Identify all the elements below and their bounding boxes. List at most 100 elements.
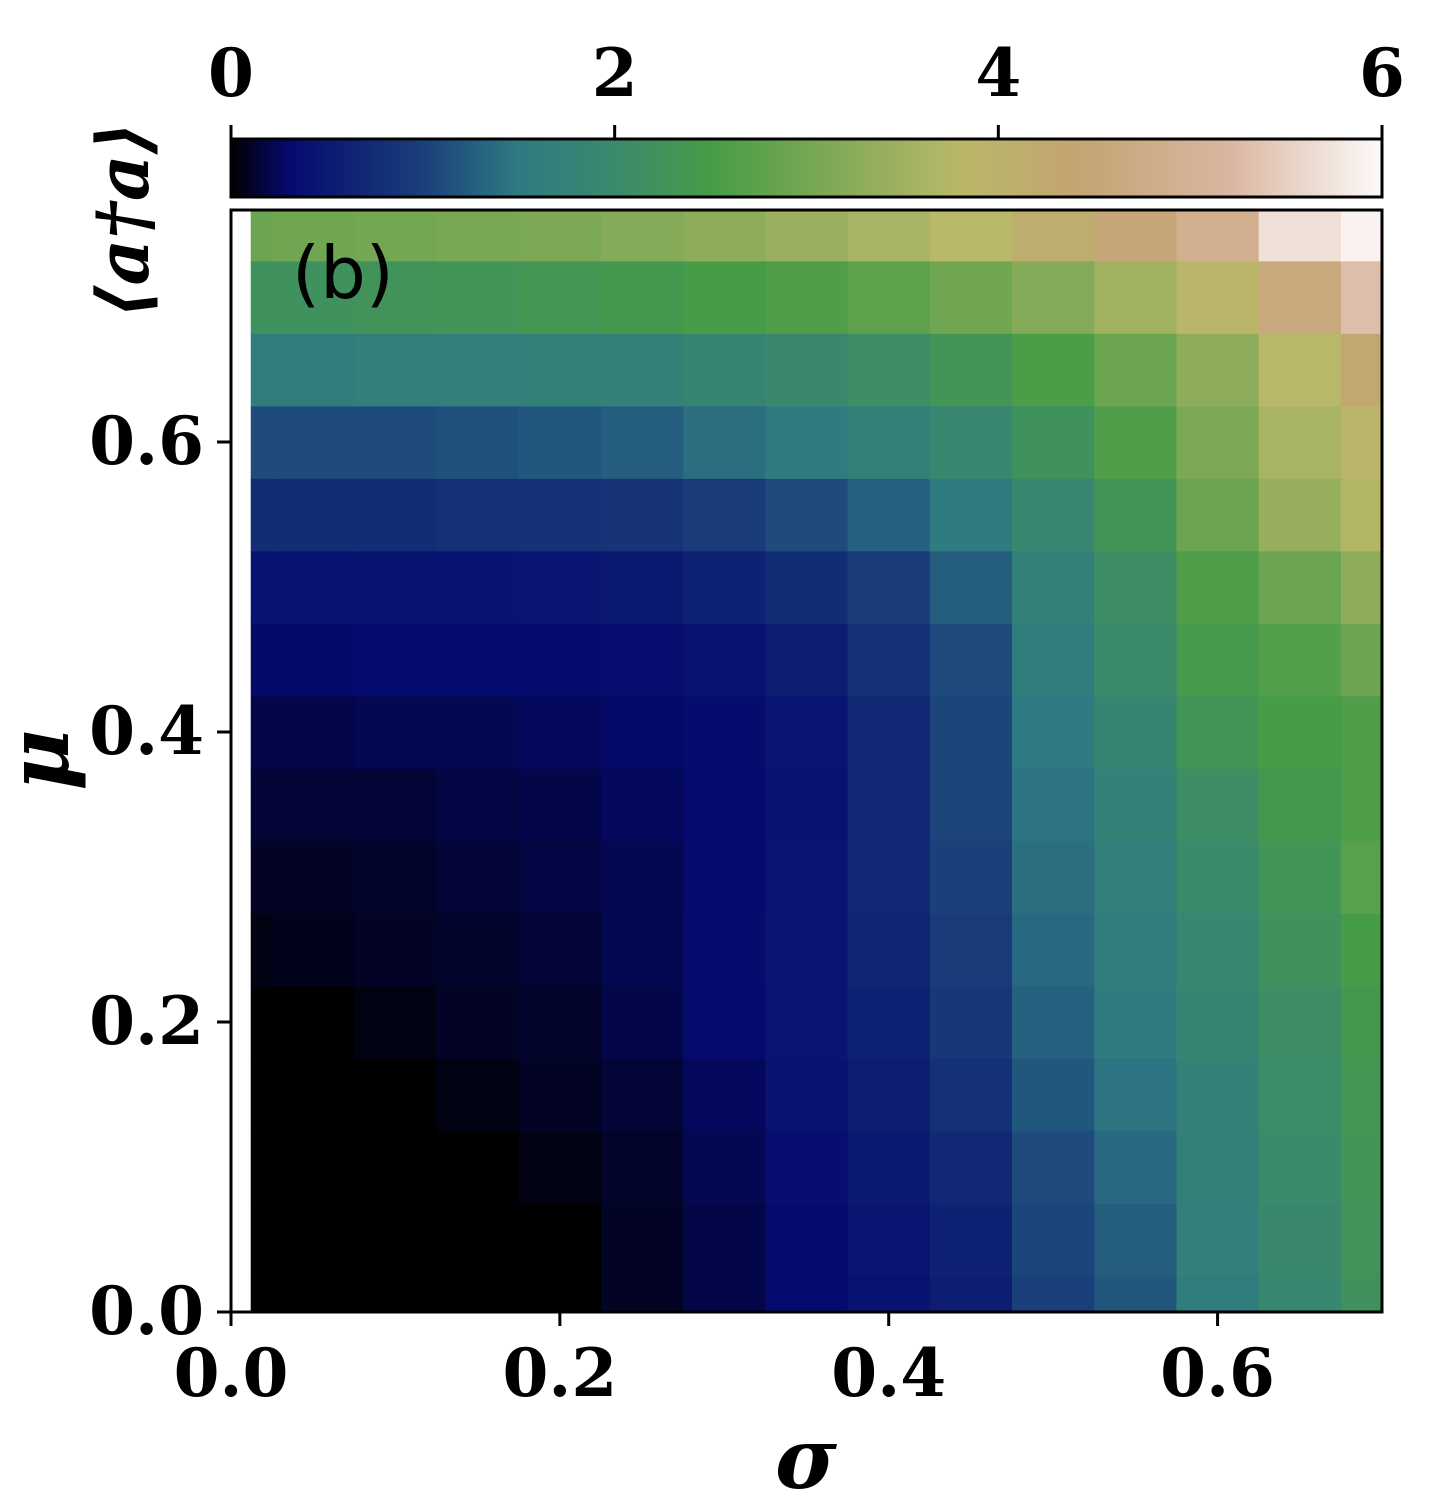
heatmap-cell [765,550,849,624]
heatmap-cell [1340,695,1382,769]
heatmap-cell [683,623,766,697]
heatmap-cell [1176,1203,1260,1277]
heatmap-cell [436,840,520,914]
y-tick-label: 0.2 [89,982,204,1060]
heatmap-cell [1176,1058,1260,1132]
heatmap-cell [600,478,684,552]
heatmap-cell [518,623,602,697]
heatmap-cell [1258,405,1342,479]
heatmap-cell [272,1058,355,1132]
heatmap-cell [354,768,438,842]
heatmap-cell [436,1275,520,1312]
heatmap-cell [272,623,355,697]
heatmap-cell [518,260,602,334]
heatmap-cell [354,1203,438,1277]
heatmap-cell [600,695,684,769]
heatmap-cell [518,210,602,262]
heatmap-cell [1012,768,1095,842]
heatmap-cell [1258,985,1342,1059]
heatmap-cell [929,550,1013,624]
heatmap-cell [765,985,849,1059]
heatmap-cell [250,913,273,987]
heatmap-cell [1094,768,1178,842]
heatmap-cell [250,260,273,334]
heatmap-cell [1340,210,1382,262]
heatmap-cell [683,550,766,624]
heatmap-cell [683,210,766,262]
heatmap-cell [518,550,602,624]
heatmap-cell [518,333,602,407]
heatmap-cell [847,623,931,697]
heatmap-cell [1258,210,1342,262]
heatmap-cell [847,768,931,842]
heatmap-cell [600,840,684,914]
heatmap-cell [436,1203,520,1277]
heatmap-cell [683,768,766,842]
heatmap-cell [1258,260,1342,334]
heatmap-cell [1094,260,1178,334]
heatmap-cell [1094,333,1178,407]
heatmap-cell [1094,405,1178,479]
heatmap-cell [600,1058,684,1132]
heatmap-cell [354,478,438,552]
heatmap-cell [1258,1275,1342,1312]
heatmap-cell [1176,1275,1260,1312]
heatmap-cell [250,840,273,914]
heatmap-cell [847,333,931,407]
heatmap-cell [354,333,438,407]
heatmap-cell [250,405,273,479]
heatmap-cell [1012,623,1095,697]
heatmap-cell [765,210,849,262]
heatmap-cell [272,478,355,552]
heatmap-cell [929,840,1013,914]
heatmap-cell [765,1058,849,1132]
heatmap-cell [518,1203,602,1277]
heatmap-cell [354,623,438,697]
heatmap-cell [1258,840,1342,914]
plot-area: (b) [229,208,1384,1314]
heatmap-cell [683,1130,766,1204]
heatmap-cell [354,210,438,262]
heatmap-cell [272,210,355,262]
heatmap-cell [250,1130,273,1204]
heatmap-cell [929,333,1013,407]
heatmap-cell [436,623,520,697]
heatmap-cell [1176,985,1260,1059]
y-tick-label: 0.0 [89,1272,204,1350]
heatmap-cell [1340,1275,1382,1312]
heatmap-cell [1094,1058,1178,1132]
heatmap-cell [1094,210,1178,262]
heatmap-cell [518,913,602,987]
heatmap-cell [354,985,438,1059]
heatmap-cell [1340,768,1382,842]
heatmap-cell [518,478,602,552]
heatmap-cell [929,1203,1013,1277]
heatmap-cell [1176,405,1260,479]
heatmap-cell [436,768,520,842]
heatmap-cell [250,210,273,262]
heatmap-cell [272,405,355,479]
plot-frame [229,208,1384,1314]
heatmap-cell [1012,210,1095,262]
heatmap-cell [683,260,766,334]
heatmap-cell [929,768,1013,842]
heatmap-cell [1258,913,1342,987]
heatmap-cells [250,210,1382,1312]
heatmap-cell [683,405,766,479]
heatmap-cell [1176,210,1260,262]
heatmap-cell [683,1203,766,1277]
heatmap-cell [518,768,602,842]
y-axis-ticks: 0.0 0.2 0.4 0.6 [89,402,231,1350]
heatmap-cell [1258,478,1342,552]
colorbar-tick-label: 6 [1359,34,1405,112]
heatmap-cell [436,695,520,769]
colorbar-gradient [229,137,1384,199]
heatmap-cell [272,985,355,1059]
heatmap-cell [1340,985,1382,1059]
heatmap-cell [1340,405,1382,479]
heatmap-cell [765,1275,849,1312]
heatmap-cell [1258,333,1342,407]
heatmap-cell [1340,913,1382,987]
heatmap-cell [600,260,684,334]
